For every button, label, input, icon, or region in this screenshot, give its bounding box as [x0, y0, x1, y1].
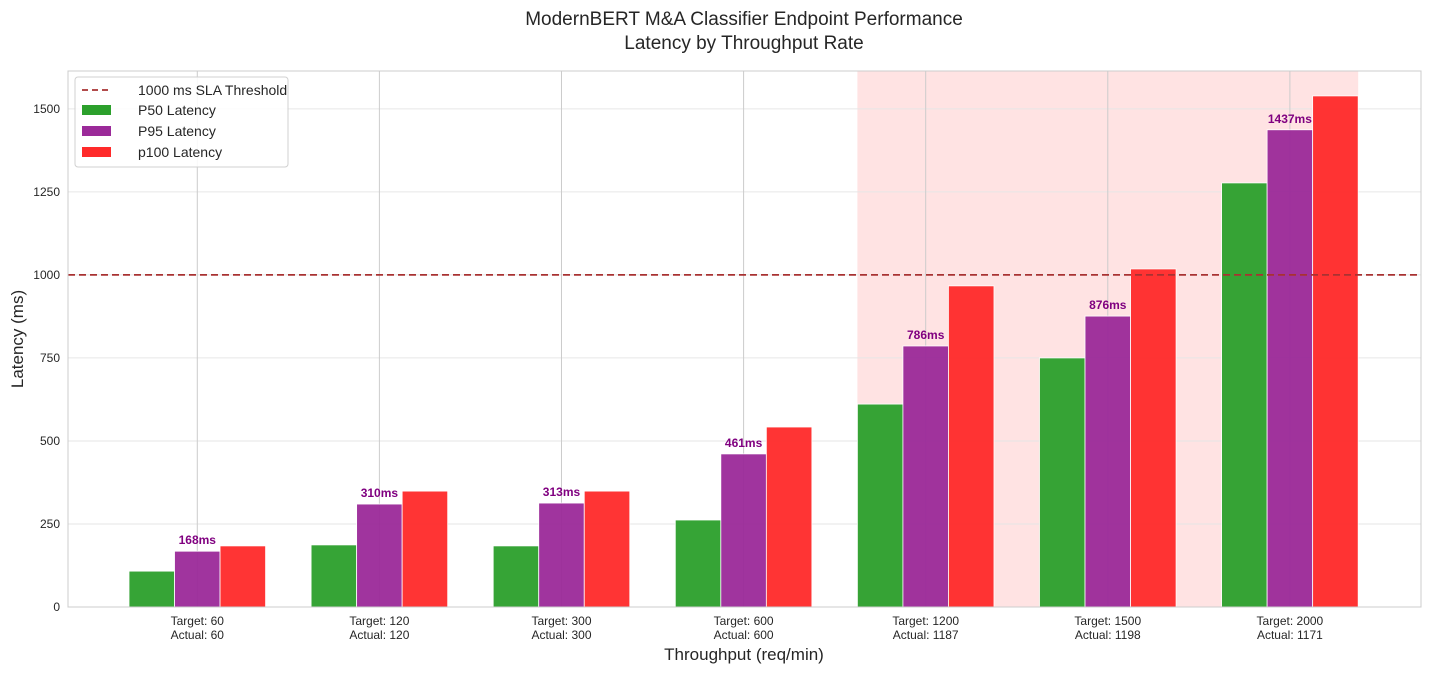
- bar-p100-latency: [583, 490, 631, 608]
- y-tick-label: 750: [40, 351, 60, 365]
- bar-p95-latency: [902, 345, 949, 608]
- bar-p95-latency: [538, 502, 585, 608]
- x-axis-label: Throughput (req/min): [664, 645, 824, 664]
- legend-label: p100 Latency: [138, 144, 222, 160]
- y-tick-label: 500: [40, 434, 60, 448]
- bar-p95-latency: [720, 453, 767, 608]
- bar-p100-latency: [1312, 95, 1359, 608]
- x-tick-label-target: Target: 1200: [892, 614, 959, 628]
- legend-label: P50 Latency: [138, 102, 216, 118]
- bar-p95-latency: [174, 550, 221, 608]
- p95-data-label: 313ms: [543, 485, 581, 499]
- y-axis-label: Latency (ms): [8, 290, 27, 388]
- legend-swatch: [82, 147, 111, 157]
- bar-p95-latency: [356, 503, 403, 608]
- x-tick-label-actual: Actual: 1187: [893, 628, 959, 642]
- bar-p100-latency: [1130, 268, 1177, 608]
- bar-p100-latency: [219, 545, 266, 608]
- chart-title: ModernBERT M&A Classifier Endpoint Perfo…: [525, 9, 963, 30]
- y-tick-label: 1500: [33, 102, 60, 116]
- y-tick-label: 1250: [33, 185, 60, 199]
- y-tick-label: 250: [40, 517, 60, 531]
- bar-p50-latency: [674, 519, 722, 608]
- bar-p95-latency: [1084, 315, 1131, 608]
- x-tick-label-actual: Actual: 1198: [1075, 628, 1141, 642]
- legend-swatch: [82, 126, 111, 136]
- bar-p50-latency: [310, 544, 358, 608]
- p95-data-label: 461ms: [725, 436, 763, 450]
- legend-label: 1000 ms SLA Threshold: [138, 82, 287, 98]
- x-tick-label-actual: Actual: 60: [171, 628, 225, 642]
- y-tick-label: 1000: [33, 268, 60, 282]
- x-tick-label-actual: Actual: 300: [531, 628, 591, 642]
- x-tick-label-actual: Actual: 600: [714, 628, 774, 642]
- p95-data-label: 786ms: [907, 328, 945, 342]
- legend-label: P95 Latency: [138, 123, 216, 139]
- bar-p50-latency: [1039, 357, 1086, 608]
- bar-p95-latency: [1266, 129, 1314, 608]
- bar-p100-latency: [765, 426, 813, 608]
- bar-p100-latency: [401, 490, 449, 608]
- bar-p100-latency: [948, 285, 995, 608]
- x-tick-label-target: Target: 600: [714, 614, 774, 628]
- p95-data-label: 168ms: [179, 533, 217, 547]
- p95-data-label: 1437ms: [1268, 112, 1312, 126]
- plot-frame: [67, 70, 1422, 608]
- legend: 1000 ms SLA Threshold P50 Latency P95 Late…: [74, 76, 289, 168]
- legend-box: [74, 76, 289, 168]
- x-tick-label-actual: Actual: 120: [349, 628, 409, 642]
- legend-swatch: [82, 105, 111, 115]
- y-tick-label: 0: [53, 600, 60, 614]
- bar-p50-latency: [128, 570, 175, 608]
- x-tick-label-target: Target: 60: [171, 614, 225, 628]
- bar-p50-latency: [492, 545, 540, 608]
- bar-p50-latency: [857, 403, 904, 608]
- p95-data-label: 876ms: [1089, 298, 1127, 312]
- x-tick-label-target: Target: 120: [349, 614, 409, 628]
- x-tick-label-target: Target: 1500: [1074, 614, 1141, 628]
- x-tick-label-target: Target: 300: [531, 614, 591, 628]
- bar-p50-latency: [1221, 182, 1268, 608]
- p95-data-label: 310ms: [361, 486, 399, 500]
- x-tick-label-actual: Actual: 1171: [1257, 628, 1323, 642]
- x-tick-label-target: Target: 2000: [1257, 614, 1324, 628]
- chart-subtitle: Latency by Throughput Rate: [624, 33, 863, 54]
